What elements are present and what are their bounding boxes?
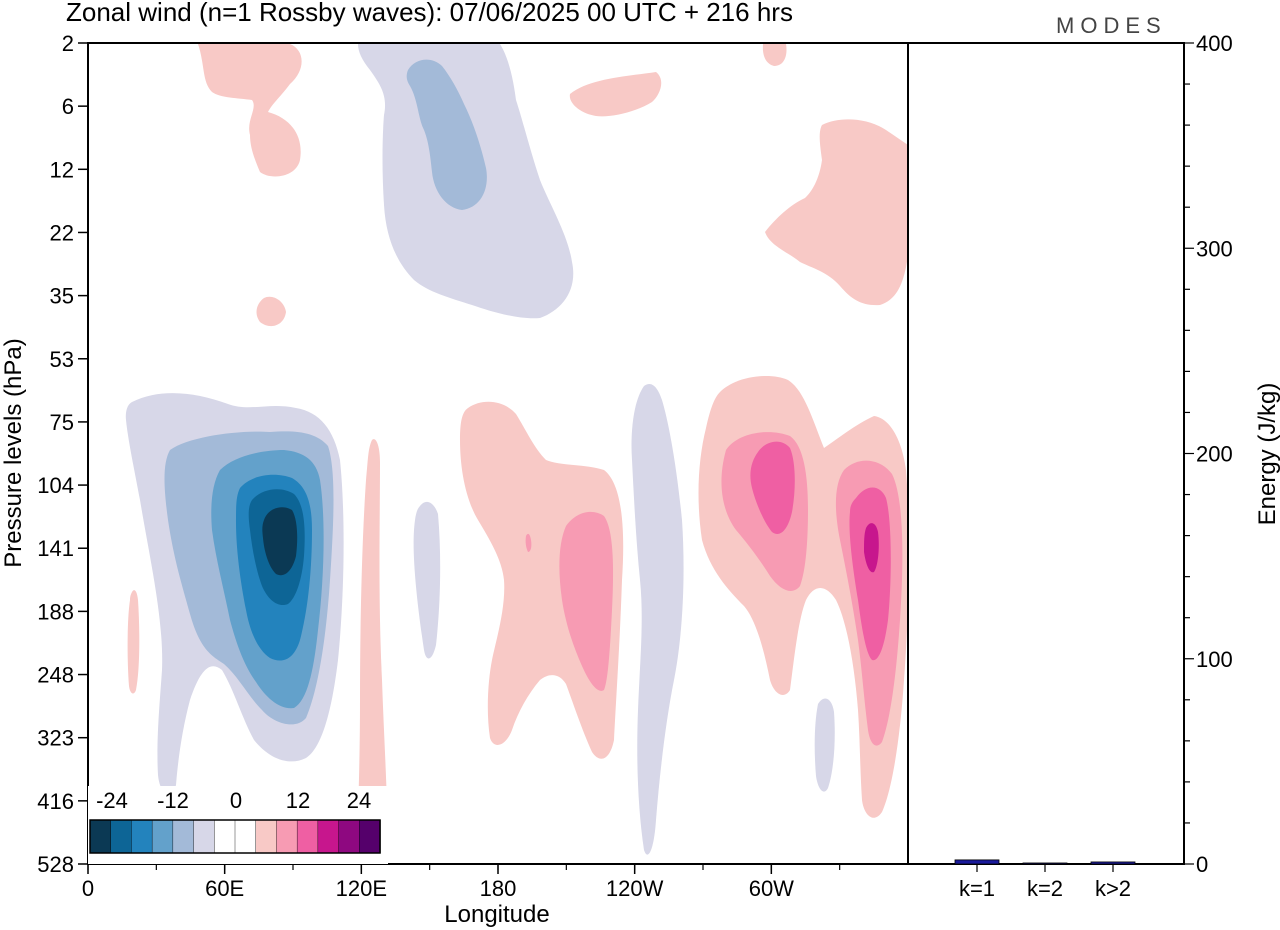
y-tick-label: 323 (37, 726, 74, 751)
y-tick-label: 12 (50, 157, 74, 182)
colorbar-label: 24 (347, 788, 371, 813)
modes-logo: MODES (1056, 13, 1167, 38)
colorbar: -24 -12 0 12 24 (88, 786, 388, 864)
y-tick-label: 35 (50, 284, 74, 309)
contour-pos-0-4-a (198, 44, 302, 177)
contour-pos-8-12-40w (849, 487, 891, 661)
colorbar-label: 12 (286, 788, 310, 813)
x-tick-label: 60E (205, 876, 244, 901)
colorbar-label: 0 (230, 788, 242, 813)
energy-axis-label: Energy (J/kg) (1254, 383, 1280, 526)
colorbar-cell (89, 819, 112, 854)
y-tick-label: 75 (50, 410, 74, 435)
energy-bar-labels: k=1 k=2 k>2 (959, 864, 1131, 901)
y-tick-label: 53 (50, 347, 74, 372)
x-tick-label: 120W (606, 876, 664, 901)
colorbar-label: -24 (96, 788, 128, 813)
contour-neg-0-4-column (413, 501, 441, 659)
colorbar-cell (317, 819, 340, 854)
x-axis-longitude: 0 60E 120E 180 120W 60W (82, 864, 841, 901)
x-tick-label: 0 (82, 876, 94, 901)
energy-tick-label: 100 (1196, 647, 1233, 672)
y-tick-label: 528 (37, 852, 74, 877)
y-axis-energy: 0 100 200 300 400 (1184, 31, 1233, 877)
x-tick-label: 60W (749, 876, 794, 901)
contour-neg-20-24-lower (262, 507, 298, 576)
contour-pos-0-4-dot (525, 533, 532, 552)
colorbar-cell (338, 819, 360, 854)
colorbar-cell (172, 819, 195, 854)
y-tick-label: 416 (37, 789, 74, 814)
contour-pos-0-4-column (356, 439, 388, 864)
colorbar-cell (296, 819, 319, 854)
bar-category-label: k>2 (1095, 876, 1131, 901)
energy-frame (907, 42, 1185, 865)
colorbar-cell (234, 819, 257, 854)
y-axis-label: Pressure levels (hPa) (0, 338, 27, 567)
contour-field (125, 44, 908, 864)
y-tick-label: 188 (37, 599, 74, 624)
energy-bar (1090, 861, 1136, 865)
x-tick-label: 120E (336, 876, 387, 901)
bar-category-label: k=1 (959, 876, 995, 901)
contour-pos-0-4-mid (460, 401, 624, 759)
colorbar-cell (214, 819, 236, 854)
colorbar-cell (131, 819, 153, 854)
colorbar-cell (110, 819, 133, 854)
energy-bars (954, 859, 1136, 865)
contour-neg-4-8-upper (406, 59, 487, 211)
contour-pos-0-4-d (765, 119, 908, 306)
colorbar-cell (193, 819, 215, 854)
colorbar-cell (151, 819, 174, 854)
contour-pos-0-4-e (256, 296, 286, 327)
y-tick-label: 2 (62, 31, 74, 56)
chart-title: Zonal wind (n=1 Rossby waves): 07/06/202… (66, 0, 793, 27)
contour-pos-12-16-40w (864, 523, 879, 573)
colorbar-cell (276, 819, 298, 854)
colorbar-cell (359, 819, 381, 854)
contour-pos-0-4-small (127, 590, 140, 694)
contour-pos-0-4-c (762, 44, 787, 66)
y-tick-label: 104 (37, 473, 74, 498)
contour-pos-0-4-b (569, 72, 662, 117)
y-tick-label: 22 (50, 220, 74, 245)
energy-bar (1022, 862, 1068, 865)
contour-neg-0-4-col120w (631, 383, 684, 855)
energy-tick-label: 0 (1196, 852, 1208, 877)
contour-pos-4-8-mid (559, 511, 614, 691)
x-tick-label: 180 (480, 876, 517, 901)
y-axis-pressure: 2 6 12 22 35 53 75 104 141 188 248 323 416 528 (37, 31, 88, 877)
colorbar-cell (255, 819, 278, 854)
energy-tick-label: 200 (1196, 442, 1233, 467)
contour-neg-0-4-small (814, 698, 835, 792)
bar-category-label: k=2 (1027, 876, 1063, 901)
y-tick-label: 248 (37, 663, 74, 688)
energy-tick-label: 300 (1196, 236, 1233, 261)
x-axis-label: Longitude (444, 901, 549, 928)
energy-bar (954, 859, 1000, 865)
y-tick-label: 141 (37, 536, 74, 561)
contour-pos-8-12-60w (750, 441, 795, 534)
colorbar-label: -12 (157, 788, 189, 813)
y-tick-label: 6 (62, 94, 74, 119)
energy-tick-label: 400 (1196, 31, 1233, 56)
